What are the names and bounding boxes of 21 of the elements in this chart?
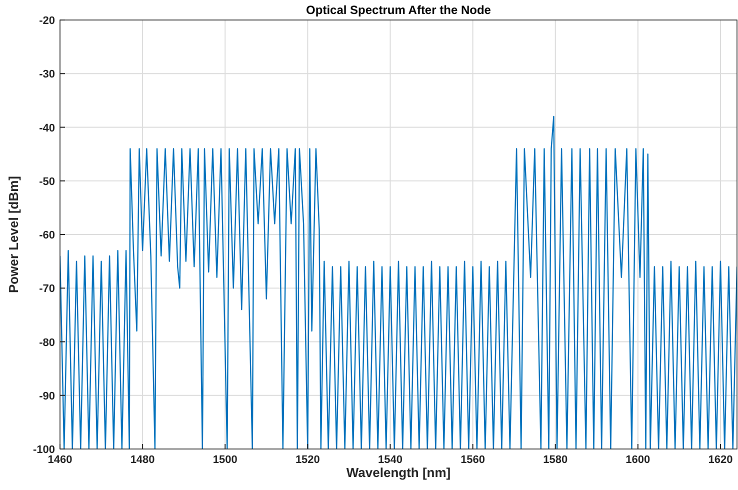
y-tick-label: -40 [39,122,55,134]
y-tick-label: -100 [32,444,55,456]
x-tick-label: 1560 [460,454,486,466]
x-tick-label: 1460 [48,454,72,466]
x-tick-label: 1480 [130,454,155,466]
x-tick-label: 1580 [543,454,568,466]
x-tick-label: 1540 [378,454,402,466]
chart-title: Optical Spectrum After the Node [306,3,492,17]
y-tick-label: -60 [39,230,55,242]
y-axis-title: Power Level [dBm] [6,176,21,294]
x-tick-label: 1520 [295,454,320,466]
y-tick-label: -50 [39,176,55,188]
x-tick-label: 1620 [708,454,733,466]
x-tick-label: 1500 [212,454,238,466]
x-axis-title: Wavelength [nm] [346,465,451,480]
x-tick-label: 1600 [626,454,650,466]
y-tick-label: -20 [39,15,55,27]
y-tick-label: -90 [39,390,55,402]
y-tick-label: -70 [39,283,55,296]
y-tick-label: -30 [39,68,55,81]
y-tick-label: -80 [39,336,55,349]
